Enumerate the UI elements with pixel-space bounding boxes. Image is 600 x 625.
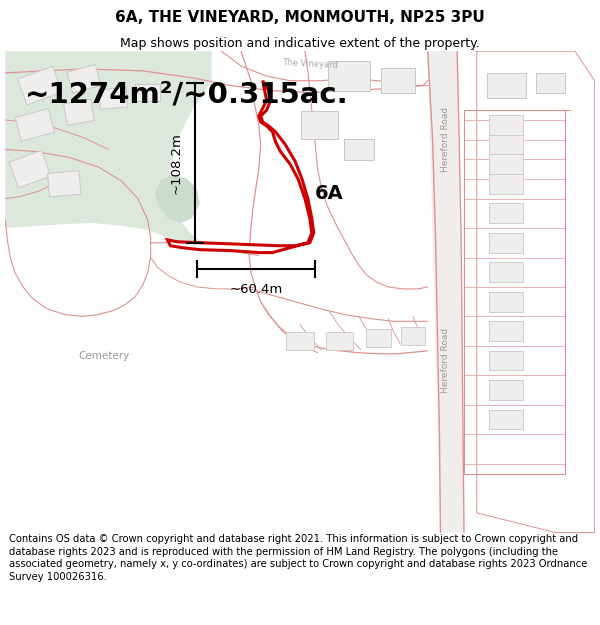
Polygon shape <box>99 88 128 109</box>
Polygon shape <box>67 64 101 93</box>
Polygon shape <box>489 115 523 135</box>
Polygon shape <box>428 51 464 532</box>
Text: Hereford Road: Hereford Road <box>441 107 450 172</box>
Polygon shape <box>9 150 51 188</box>
Polygon shape <box>64 99 94 125</box>
Polygon shape <box>366 329 391 347</box>
Polygon shape <box>301 111 338 139</box>
Text: ~108.2m: ~108.2m <box>170 132 183 194</box>
Polygon shape <box>489 351 523 371</box>
Text: Contains OS data © Crown copyright and database right 2021. This information is : Contains OS data © Crown copyright and d… <box>9 534 587 581</box>
Polygon shape <box>5 51 212 249</box>
Polygon shape <box>47 171 81 197</box>
Polygon shape <box>489 154 523 174</box>
Text: The Vineyard: The Vineyard <box>282 58 338 70</box>
Polygon shape <box>489 135 523 154</box>
Text: 6A: 6A <box>315 184 344 203</box>
Polygon shape <box>489 233 523 253</box>
Polygon shape <box>489 174 523 194</box>
Polygon shape <box>489 262 523 282</box>
Polygon shape <box>328 61 370 91</box>
Polygon shape <box>15 109 55 141</box>
Text: Map shows position and indicative extent of the property.: Map shows position and indicative extent… <box>120 37 480 50</box>
Text: Cemetery: Cemetery <box>78 351 129 361</box>
Text: 6A, THE VINEYARD, MONMOUTH, NP25 3PU: 6A, THE VINEYARD, MONMOUTH, NP25 3PU <box>115 10 485 25</box>
Polygon shape <box>344 139 374 160</box>
Polygon shape <box>167 81 314 252</box>
Polygon shape <box>487 73 526 98</box>
Polygon shape <box>286 332 314 350</box>
Polygon shape <box>489 410 523 429</box>
Polygon shape <box>326 332 353 350</box>
Polygon shape <box>489 204 523 223</box>
Text: ~60.4m: ~60.4m <box>229 283 283 296</box>
Text: Hereford Road: Hereford Road <box>441 328 450 393</box>
Polygon shape <box>401 328 425 345</box>
Polygon shape <box>17 66 62 105</box>
Polygon shape <box>381 68 415 94</box>
Polygon shape <box>155 174 200 223</box>
Polygon shape <box>536 73 565 92</box>
Polygon shape <box>489 292 523 311</box>
Polygon shape <box>489 321 523 341</box>
Text: ~1274m²/~0.315ac.: ~1274m²/~0.315ac. <box>25 81 349 109</box>
Polygon shape <box>136 84 160 101</box>
Polygon shape <box>489 380 523 400</box>
